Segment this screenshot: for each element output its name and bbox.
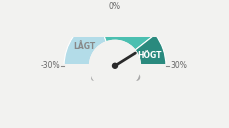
Text: UTLAND: UTLAND [89,73,140,83]
Wedge shape [64,18,106,66]
Text: HÖGT: HÖGT [137,51,161,60]
Circle shape [112,63,117,68]
Wedge shape [134,34,165,66]
Wedge shape [97,15,154,50]
Text: 30%: 30% [169,61,186,70]
Circle shape [89,40,140,91]
Text: 0%: 0% [109,2,120,11]
Text: LÅGT: LÅGT [73,42,95,51]
Bar [60,64,169,118]
Text: -30%: -30% [40,61,60,70]
